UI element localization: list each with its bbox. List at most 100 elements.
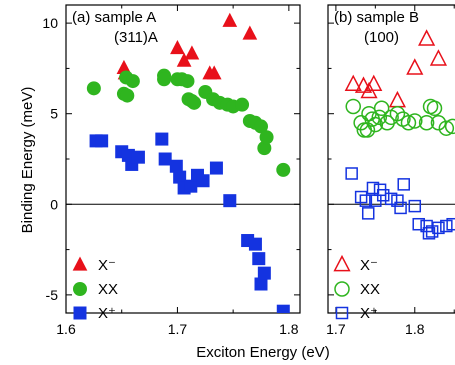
x-tick-label: 1.8 <box>405 321 425 337</box>
panel-b-x-plus-point <box>440 219 453 233</box>
panel-a-x-minus-point <box>184 45 200 60</box>
panel-a-xx-point <box>259 130 274 145</box>
panel-a-legend-xx-label: XX <box>98 281 118 298</box>
panel-b-legend-xx-marker <box>334 281 350 297</box>
y-tick-label: 0 <box>50 196 58 212</box>
panel-a-xx-point <box>235 97 250 112</box>
panel-b-x-plus-point <box>397 178 410 191</box>
panel-b-xx-point <box>367 116 384 133</box>
panel-b-x-plus-point <box>394 201 407 215</box>
panel-a-x-plus-point <box>173 170 187 184</box>
panel-b-xx-point <box>389 105 406 122</box>
panel-a-sublabel: (311)A <box>114 29 158 46</box>
panel-b-x-minus-point <box>429 49 448 66</box>
panel-b-xx-point <box>407 113 423 129</box>
panel-a-xx-point <box>276 162 291 177</box>
panel-b-x-plus-point <box>425 225 439 238</box>
panel-a-label: (a) sample A <box>72 9 156 26</box>
panel-a-xx-point <box>157 72 172 87</box>
panel-b-xx-point <box>430 115 447 131</box>
panel-b-xx-point <box>373 100 390 117</box>
panel-b-x-plus-point <box>354 190 368 204</box>
panel-b-x-plus-point <box>361 207 375 220</box>
panel-a-xx-point <box>180 74 195 89</box>
panel-a-xx-point <box>254 119 268 134</box>
panel-a-xx-point <box>86 81 101 96</box>
panel-a-x-plus-point <box>252 252 266 266</box>
y-axis-label: Binding Energy (meV) <box>19 87 36 234</box>
panel-a-x-plus-point <box>254 277 268 291</box>
panel-b-label: (b) sample B <box>334 9 419 26</box>
panel-b-x-plus-point <box>412 217 425 231</box>
panel-b-legend-x-minus-label: X⁻ <box>360 257 378 274</box>
panel-b: 1.7 1.8 (b) sample B (100) X⁻ XX X⁺ <box>326 4 455 337</box>
panel-b-xx-point <box>444 118 455 135</box>
panel-a: 10 5 0 -5 1.6 1.7 1.8 (a) sample A (311)A X⁻ XX X⁺ <box>42 4 301 337</box>
panel-a-x-plus-point <box>248 237 262 251</box>
panel-b-legend-x-plus-marker <box>335 306 349 320</box>
panel-b-x-plus-point <box>446 217 455 231</box>
panel-b-xx-point <box>359 122 376 138</box>
panel-b-legend-xx-label: XX <box>360 281 380 298</box>
panel-b-xx-point <box>379 115 395 131</box>
panel-b-legend-x-plus-label: X⁺ <box>360 305 378 322</box>
panel-a-x-plus-point <box>95 134 109 148</box>
panel-b-x-plus-point <box>376 188 390 202</box>
panel-b-x-minus-point <box>365 74 383 92</box>
panel-a-legend-xx-marker <box>73 282 87 296</box>
x-axis-label: Exciton Energy (eV) <box>196 344 329 361</box>
y-tick-label: 5 <box>50 106 58 122</box>
panel-a-x-plus-point <box>158 152 172 166</box>
panel-b-x-minus-point <box>418 29 436 46</box>
panel-a-x-plus-point <box>184 179 198 193</box>
panel-a-x-plus-point <box>257 266 271 280</box>
panel-b-x-minus-point <box>406 58 424 75</box>
panel-a-x-plus-point <box>276 304 290 313</box>
panel-a-x-plus-point <box>209 161 223 175</box>
panel-a-x-minus-point <box>206 65 222 80</box>
panel-b-x-plus-point <box>345 167 358 180</box>
panel-b-x-minus-point <box>344 74 362 92</box>
panel-a-xx-point <box>257 141 272 156</box>
panel-a-x-minus-point <box>242 25 258 40</box>
panel-a-legend-x-minus-label: X⁻ <box>98 257 116 274</box>
panel-b-xx-point <box>400 115 417 131</box>
panel-b-x-plus-point <box>408 199 422 213</box>
panel-b-x-plus-point <box>432 221 445 235</box>
x-tick-label: 1.7 <box>326 321 346 337</box>
panel-a-legend-x-minus-marker <box>72 256 88 271</box>
panel-b-xx-point <box>418 115 435 131</box>
panel-b-x-plus-point <box>359 194 373 207</box>
panel-b-legend-x-minus-marker <box>333 254 351 272</box>
panel-a-x-minus-point <box>222 12 238 27</box>
panel-b-xx-point <box>426 100 443 117</box>
panel-a-xx-point <box>120 88 135 103</box>
x-tick-label: 1.8 <box>279 321 299 337</box>
panel-b-x-plus-point <box>391 194 404 207</box>
panel-b-x-minus-point <box>388 90 407 108</box>
panel-a-data <box>86 12 291 313</box>
panel-a-x-minus-point <box>176 52 192 67</box>
panel-b-x-plus-point <box>384 192 398 206</box>
y-tick-label: 10 <box>42 15 58 31</box>
panel-b-xx-point <box>345 98 361 115</box>
panel-b-sublabel: (100) <box>364 29 399 46</box>
panel-a-x-plus-point <box>169 159 183 173</box>
panel-b-xx-point <box>438 120 455 136</box>
panel-b-data <box>344 29 455 240</box>
panel-b-xx-point <box>371 109 388 126</box>
panel-a-x-plus-point <box>223 194 237 208</box>
panel-a-legend-x-plus-marker <box>73 306 87 320</box>
panel-a-x-plus-point <box>131 150 145 164</box>
panel-a-x-minus-point <box>170 39 185 55</box>
panel-a-x-plus-point <box>155 132 169 146</box>
x-tick-label: 1.7 <box>168 321 188 337</box>
panel-a-xx-point <box>125 74 140 89</box>
panel-a-legend-x-plus-label: X⁺ <box>98 305 116 322</box>
y-tick-label: -5 <box>46 287 59 303</box>
panel-a-xx-point <box>187 95 202 110</box>
panel-b-x-minus-point <box>354 76 373 93</box>
x-tick-label: 1.6 <box>56 321 76 337</box>
panel-b-x-plus-point <box>366 181 380 195</box>
